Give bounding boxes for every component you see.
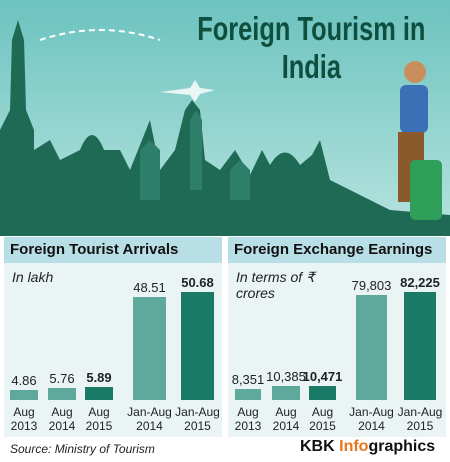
bar xyxy=(272,386,300,400)
bar xyxy=(85,387,113,400)
brand-text: KBK xyxy=(300,438,335,455)
x-tick-label: Aug 2013 xyxy=(10,405,38,433)
brand-text: graphics xyxy=(368,438,436,455)
buildings xyxy=(140,110,250,200)
value-label: 4.86 xyxy=(11,372,37,388)
value-label: 8,351 xyxy=(231,372,265,388)
value-label: 5.76 xyxy=(49,370,75,386)
x-tick-label: Aug 2014 xyxy=(272,405,300,433)
x-tick-label: Jan-Aug 2015 xyxy=(175,405,220,433)
chart-title: Foreign Exchange Earnings xyxy=(228,237,446,263)
value-label: 10,471 xyxy=(302,369,343,385)
bar xyxy=(404,292,436,400)
bar xyxy=(10,389,38,400)
value-label: 50.68 xyxy=(181,275,214,290)
x-tick-label: Aug 2013 xyxy=(234,405,262,433)
bar xyxy=(133,296,166,400)
brand: KBK Infographics xyxy=(300,438,435,456)
value-label: 10,385 xyxy=(266,369,306,385)
value-label: 48.51 xyxy=(133,279,166,295)
value-label: 79,803 xyxy=(351,278,392,294)
panel: Foreign Exchange Earnings In terms of ₹ … xyxy=(228,237,446,437)
bar xyxy=(235,389,261,400)
chart-title: Foreign Tourist Arrivals xyxy=(4,237,222,263)
brand-text: Info xyxy=(339,438,369,455)
plane xyxy=(160,80,215,102)
value-label: 82,225 xyxy=(400,275,440,290)
x-tick-label: Aug 2014 xyxy=(48,405,76,433)
x-tick-label: Jan-Aug 2014 xyxy=(127,405,172,433)
traveller xyxy=(398,61,442,220)
x-tick-label: Aug 2015 xyxy=(85,405,113,433)
x-tick-label: Aug 2015 xyxy=(309,405,336,433)
flight-path xyxy=(39,29,161,41)
bar xyxy=(181,292,214,400)
x-tick-label: Jan-Aug 2014 xyxy=(349,405,394,433)
title: Foreign Tourism in India xyxy=(197,10,426,85)
panel: Foreign Tourist Arrivals In lakh 4.86 Aug… xyxy=(4,237,222,437)
skyline xyxy=(0,20,450,236)
value-label: 5.89 xyxy=(86,370,112,386)
x-tick-label: Jan-Aug 2015 xyxy=(397,405,443,433)
bar xyxy=(48,387,76,400)
illustration xyxy=(0,0,450,236)
bar xyxy=(309,386,336,400)
subtitle: In terms of ₹ crores xyxy=(236,269,315,301)
subtitle: In lakh xyxy=(12,269,54,285)
bar xyxy=(356,295,387,400)
source: Source: Ministry of Tourism xyxy=(10,442,155,456)
